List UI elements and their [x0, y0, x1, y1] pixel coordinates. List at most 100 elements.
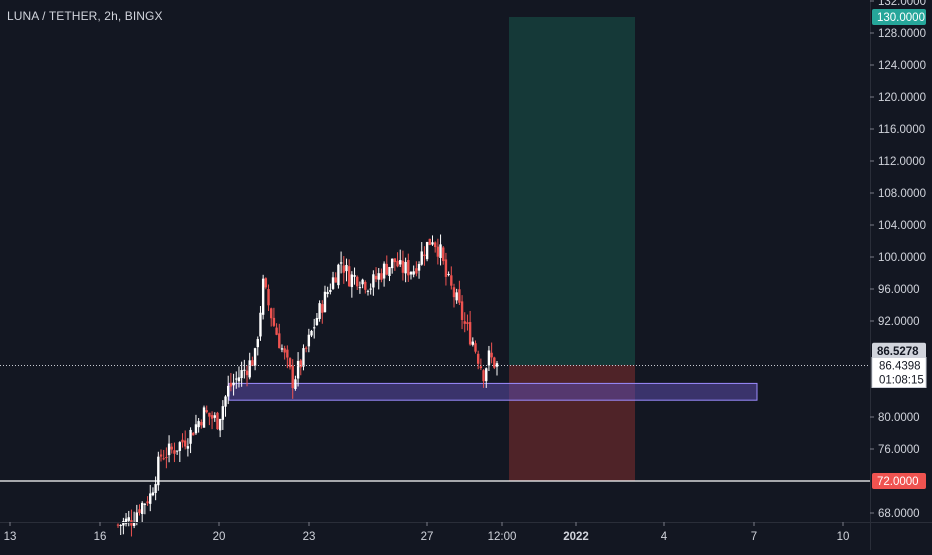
current-price-tag: 86.4398 01:08:15 [871, 356, 927, 388]
price-tick-label: 80.0000 [878, 412, 920, 424]
candle [143, 503, 147, 505]
candle [404, 261, 407, 274]
candle [361, 279, 364, 285]
candle [487, 350, 491, 366]
candle [455, 292, 458, 301]
candle [377, 273, 380, 280]
countdown-label: 01:08:15 [879, 374, 924, 386]
time-tick-label: 10 [837, 531, 850, 543]
candle [256, 339, 259, 348]
candle [264, 278, 268, 288]
candle [251, 360, 254, 366]
candle [390, 258, 394, 269]
stop-tag-bg [872, 473, 926, 489]
time-axis: 13 16 20 23 27 12:00 2022 4 7 10 [0, 522, 932, 543]
candle [119, 524, 122, 526]
candle [194, 424, 198, 434]
candle [221, 406, 225, 420]
candle [278, 333, 281, 349]
candle [423, 254, 426, 257]
profit-zone[interactable] [509, 17, 635, 365]
support-zone-rectangle[interactable] [228, 382, 758, 401]
candle [329, 289, 332, 292]
price-tick-label: 128.0000 [878, 28, 926, 40]
candle [393, 258, 397, 263]
candle [369, 288, 372, 290]
candle [444, 259, 448, 277]
candle [490, 352, 493, 358]
stop-price-tag: 72.0000 [872, 473, 926, 489]
candle [286, 349, 289, 358]
candle [431, 242, 434, 245]
candle [460, 301, 464, 320]
candle [342, 265, 345, 273]
candle [170, 446, 173, 450]
candle [192, 432, 195, 436]
candle [318, 303, 321, 319]
candle [159, 454, 163, 457]
candle [280, 348, 284, 350]
candle [248, 360, 251, 378]
candle [347, 266, 351, 287]
candle [210, 415, 214, 419]
candle [417, 263, 421, 271]
price-tick-label: 100.0000 [878, 252, 926, 264]
candle [253, 348, 257, 366]
candle [433, 242, 437, 248]
candle [356, 276, 359, 287]
price-tick-label: 68.0000 [878, 508, 920, 520]
symbol-title: LUNA / TETHER, 2h, BINGX [7, 9, 163, 23]
time-tick-label: 23 [303, 531, 316, 543]
candle [420, 251, 423, 265]
candle [439, 244, 442, 258]
candle [407, 260, 410, 276]
candle [189, 429, 192, 444]
candle [213, 415, 216, 418]
candle [415, 268, 418, 274]
candle [162, 458, 165, 460]
last-close-tag-label: 86.5278 [877, 346, 919, 358]
target-price-tag: 130.0000 [872, 9, 926, 25]
candle [471, 341, 475, 345]
candle [323, 291, 327, 313]
candle [227, 385, 230, 397]
target-tag-label: 130.0000 [877, 12, 925, 24]
candle [450, 275, 453, 286]
candle [425, 242, 429, 260]
candle [229, 382, 233, 387]
candle [493, 357, 496, 368]
candle [259, 312, 262, 337]
candle [299, 360, 302, 368]
candle [240, 370, 243, 379]
candle [173, 450, 176, 454]
candle [337, 264, 340, 286]
candle [267, 289, 270, 306]
candle [122, 521, 125, 526]
candle [124, 518, 128, 524]
time-tick-label: 27 [421, 531, 434, 543]
candle [326, 292, 329, 294]
loss-zone[interactable] [509, 365, 635, 481]
candle [385, 263, 388, 275]
candle [409, 271, 413, 275]
candle [272, 317, 276, 326]
time-tick-label: 12:00 [488, 531, 517, 543]
candle [154, 484, 157, 493]
candle [482, 370, 485, 382]
time-tick-label: 7 [751, 531, 757, 543]
candle [178, 442, 182, 451]
last-close-tag-bg [872, 342, 926, 359]
current-price-tag-bg [871, 356, 927, 388]
candle [132, 522, 136, 526]
price-tick-label: 116.0000 [878, 124, 925, 136]
candle [302, 348, 305, 367]
candle [485, 368, 488, 382]
candle [127, 517, 130, 521]
candle [334, 277, 337, 283]
candle [396, 260, 399, 267]
candle [235, 378, 238, 380]
price-tick-label: 132.0000 [878, 0, 926, 8]
candle [399, 260, 402, 265]
